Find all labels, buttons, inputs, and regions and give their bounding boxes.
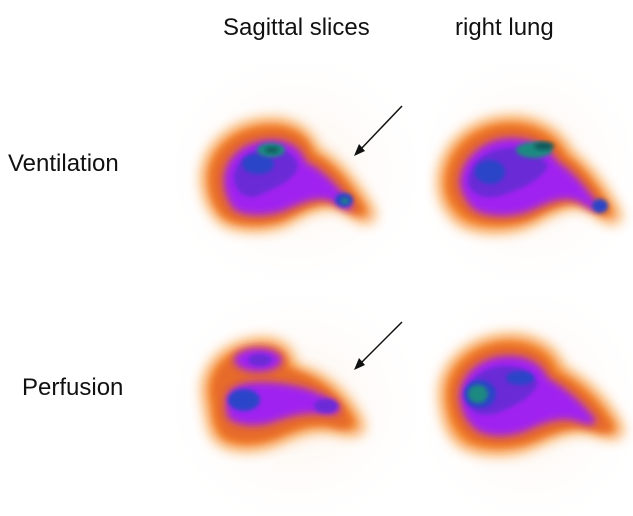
scan-ventilation-right bbox=[424, 62, 633, 282]
arrow-annotation-icon bbox=[354, 321, 403, 370]
arrow-annotation-icon bbox=[354, 105, 403, 156]
column-header-right-lung: right lung bbox=[455, 14, 554, 41]
scan-perfusion-right bbox=[424, 296, 633, 516]
row-label-ventilation: Ventilation bbox=[8, 150, 119, 177]
row-label-perfusion: Perfusion bbox=[22, 374, 124, 401]
column-header-sagittal: Sagittal slices bbox=[223, 14, 370, 41]
scan-perfusion-left bbox=[176, 296, 416, 516]
scan-ventilation-left bbox=[176, 62, 416, 282]
